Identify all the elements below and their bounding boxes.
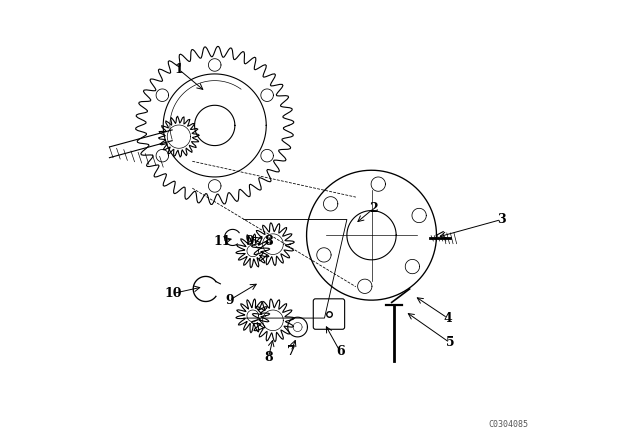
FancyBboxPatch shape: [314, 299, 344, 329]
Text: 8: 8: [264, 351, 273, 364]
Text: 10: 10: [164, 287, 182, 300]
Text: 7: 7: [287, 345, 295, 358]
Text: 5: 5: [445, 336, 454, 349]
Text: 4: 4: [444, 311, 452, 325]
Text: 11: 11: [214, 234, 231, 248]
Text: 6: 6: [336, 345, 344, 358]
Text: 2: 2: [369, 202, 378, 215]
Text: 8: 8: [264, 234, 273, 248]
Text: 3: 3: [497, 213, 506, 226]
Text: 1: 1: [175, 63, 183, 76]
Text: 9: 9: [245, 234, 253, 248]
Text: 9: 9: [225, 293, 234, 307]
Text: C0304085: C0304085: [488, 420, 529, 429]
